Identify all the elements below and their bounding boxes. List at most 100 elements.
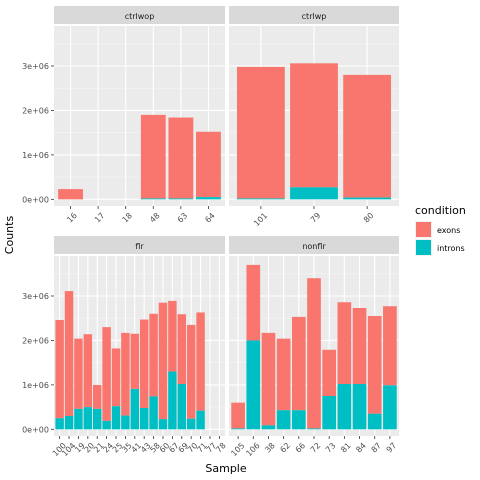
bar-exons-64 xyxy=(196,131,221,198)
x-tick-label: 80 xyxy=(362,211,376,225)
bar-exons-69 xyxy=(177,314,187,384)
bar-exons-21 xyxy=(92,384,102,409)
facet-ctrlwop: ctrlwop 0e+00 1e+06 2e+06 3e+06 16 17 18 48 63 64 xyxy=(22,6,225,225)
bar-introns-62 xyxy=(276,410,291,430)
bar-introns-71 xyxy=(196,410,205,430)
bar-introns-69 xyxy=(177,384,187,430)
bar-exons-19 xyxy=(74,338,83,409)
bar-introns-21 xyxy=(92,408,102,430)
x-tick-label: 64 xyxy=(203,211,217,225)
bar-introns-104 xyxy=(64,416,74,430)
bar-introns-79 xyxy=(290,187,338,200)
x-tick-label: 81 xyxy=(339,441,353,455)
bar-exons-70 xyxy=(186,324,196,419)
bar-exons-100 xyxy=(55,320,64,419)
facet-title: nonflr xyxy=(302,242,326,251)
bar-exons-81 xyxy=(337,302,352,384)
bar-introns-87 xyxy=(367,413,382,430)
y-tick-label: 1e+06 xyxy=(22,151,49,160)
x-tick-label: 72 xyxy=(309,441,323,455)
bar-introns-24 xyxy=(102,420,111,430)
bar-exons-48 xyxy=(140,114,166,199)
bar-exons-20 xyxy=(83,334,93,408)
bar-introns-58 xyxy=(149,396,158,430)
x-tick-label: 101 xyxy=(252,211,269,228)
facet-strip xyxy=(229,6,399,24)
bar-introns-43 xyxy=(139,408,149,430)
bar-exons-87 xyxy=(367,316,382,414)
bar-introns-97 xyxy=(383,385,397,430)
bar-introns-105 xyxy=(231,428,245,430)
bar-exons-58 xyxy=(149,313,158,397)
bar-introns-20 xyxy=(83,407,93,430)
bar-exons-41 xyxy=(130,333,140,389)
y-tick-label: 3e+06 xyxy=(22,62,49,71)
bar-introns-63 xyxy=(168,198,194,200)
y-tick-label: 3e+06 xyxy=(22,292,49,301)
bar-introns-48 xyxy=(140,198,166,200)
x-tick-label: 84 xyxy=(354,441,368,455)
bar-exons-105 xyxy=(231,402,245,429)
x-tick-label: 16 xyxy=(65,211,79,225)
bar-exons-62 xyxy=(276,338,291,411)
bar-exons-66 xyxy=(291,316,306,411)
x-tick-label: 97 xyxy=(385,441,399,455)
bar-introns-67 xyxy=(168,371,177,430)
bar-exons-38 xyxy=(261,332,276,426)
bar-introns-80 xyxy=(343,197,392,200)
bar-exons-72 xyxy=(307,278,321,429)
x-tick-label: 63 xyxy=(176,211,190,225)
y-tick-label: 2e+06 xyxy=(22,336,49,345)
bar-exons-97 xyxy=(383,306,397,386)
legend: exons introns xyxy=(415,221,465,256)
x-tick-label: 78 xyxy=(214,441,228,455)
x-tick-label: 48 xyxy=(148,211,162,225)
bar-exons-104 xyxy=(64,291,74,416)
y-axis-label: Counts xyxy=(3,216,16,255)
bar-exons-35 xyxy=(121,332,130,416)
y-tick-label: 0e+00 xyxy=(22,425,49,434)
facet-title: flr xyxy=(135,242,144,251)
x-tick-label: 87 xyxy=(370,441,384,455)
x-tick-label: 73 xyxy=(324,441,338,455)
x-tick-label: 38 xyxy=(263,441,277,455)
bar-introns-35 xyxy=(121,415,130,430)
legend-label-exons: exons xyxy=(437,226,460,235)
bar-introns-25 xyxy=(111,406,121,430)
facet-strip xyxy=(229,236,399,254)
bar-exons-63 xyxy=(168,117,194,199)
bar-introns-100 xyxy=(55,418,64,430)
x-tick-label: 106 xyxy=(244,441,261,458)
bar-exons-84 xyxy=(352,308,367,384)
bar-exons-79 xyxy=(290,63,338,188)
bar-introns-81 xyxy=(337,384,352,430)
y-tick-label: 2e+06 xyxy=(22,106,49,115)
facet-strip xyxy=(54,236,225,254)
facet-title: ctrlwp xyxy=(302,12,327,21)
bar-exons-71 xyxy=(196,312,205,411)
facet-title: ctrlwop xyxy=(125,12,155,21)
bar-introns-64 xyxy=(196,197,221,200)
bar-exons-73 xyxy=(322,349,337,396)
bar-exons-80 xyxy=(343,74,392,198)
legend-label-introns: introns xyxy=(437,244,465,253)
bar-exons-25 xyxy=(111,348,121,407)
bar-introns-38 xyxy=(261,425,276,430)
legend-key-introns xyxy=(416,240,431,255)
x-tick-label: 66 xyxy=(294,441,308,455)
bar-introns-72 xyxy=(307,428,321,430)
bar-introns-73 xyxy=(322,396,337,430)
bar-exons-106 xyxy=(246,264,261,341)
legend-title: condition xyxy=(415,204,466,217)
x-tick-label: 18 xyxy=(121,211,135,225)
bar-introns-41 xyxy=(130,388,140,430)
bar-exons-43 xyxy=(139,319,149,408)
bar-exons-16 xyxy=(58,189,83,200)
y-tick-label: 0e+00 xyxy=(22,195,49,204)
bar-introns-101 xyxy=(236,198,285,200)
bar-exons-24 xyxy=(102,327,111,421)
x-tick-label: 105 xyxy=(229,441,246,458)
x-tick-label: 79 xyxy=(309,211,323,225)
legend-key-exons xyxy=(416,222,431,237)
